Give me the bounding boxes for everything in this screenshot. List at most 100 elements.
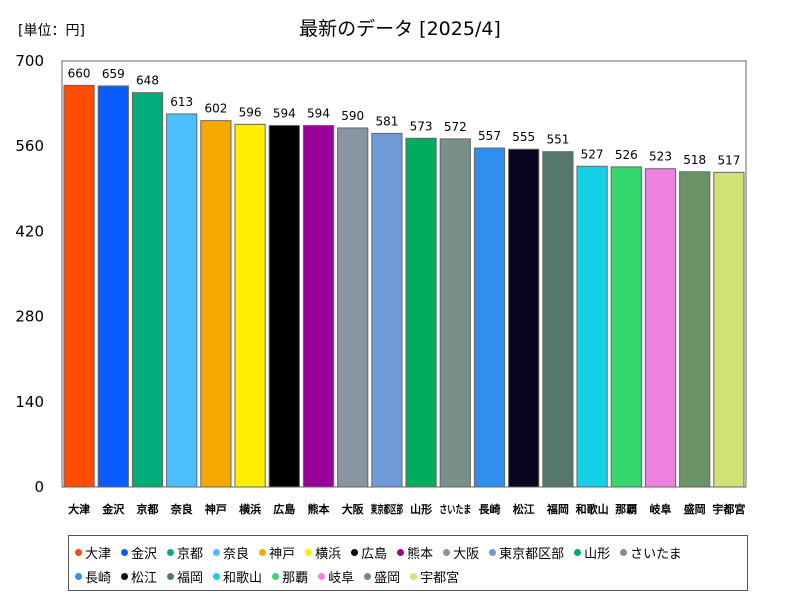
x-tick-label: 奈良 — [170, 502, 193, 516]
x-tick-label: 大阪 — [342, 502, 365, 516]
data-label: 648 — [136, 74, 159, 88]
y-tick-label: 560 — [15, 137, 44, 155]
legend-label: 熊本 — [407, 546, 434, 562]
legend-row: 大津 金沢 京都 奈良 神戸 横浜 広島 熊本 大阪 東京都区部 山形 さいたま — [75, 540, 741, 564]
bar — [405, 137, 437, 488]
data-label: 590 — [341, 109, 364, 123]
data-label: 660 — [68, 66, 91, 80]
legend-item: 和歌山 — [213, 567, 262, 586]
legend-label: さいたま — [630, 546, 682, 562]
bar — [268, 125, 300, 488]
bar — [439, 138, 471, 488]
y-tick-label: 280 — [15, 308, 44, 326]
bar — [644, 168, 677, 488]
data-label: 581 — [375, 114, 398, 128]
x-tick-label: 神戸 — [205, 502, 227, 516]
data-label: 594 — [307, 107, 330, 121]
x-tick-label: さいたま — [439, 503, 471, 516]
legend-item: 金沢 — [121, 543, 157, 562]
bar — [473, 147, 506, 488]
chart-title: 最新のデータ [2025/4] — [299, 18, 501, 40]
legend-item: 東京都区部 — [489, 543, 564, 562]
legend-marker — [364, 572, 372, 580]
data-label: 518 — [683, 153, 706, 167]
legend-label: 東京都区部 — [499, 546, 565, 562]
legend-label: 和歌山 — [223, 570, 263, 586]
legend-marker — [489, 548, 497, 556]
data-label: 551 — [546, 133, 569, 147]
legend-item: 京都 — [167, 543, 203, 562]
bar — [679, 171, 711, 488]
legend-label: 那覇 — [282, 570, 309, 586]
data-label: 517 — [717, 153, 740, 167]
legend-item: 盛岡 — [364, 567, 400, 586]
bar — [166, 113, 198, 488]
data-label: 596 — [239, 105, 262, 119]
legend-label: 盛岡 — [374, 570, 401, 586]
x-tick-label: 福岡 — [546, 502, 569, 516]
legend-marker — [75, 548, 82, 556]
x-tick-label: 盛岡 — [684, 502, 706, 516]
legend-label: 金沢 — [131, 546, 158, 562]
legend-marker — [574, 548, 582, 556]
y-tick-label: 0 — [34, 478, 44, 496]
legend-item: 福岡 — [167, 567, 203, 586]
data-label: 613 — [170, 95, 193, 109]
legend-marker — [167, 572, 175, 580]
x-tick-label: 熊本 — [308, 502, 330, 516]
bar — [97, 85, 129, 488]
x-tick-label: 山形 — [410, 502, 432, 516]
legend-marker — [410, 572, 418, 580]
data-label: 523 — [649, 150, 672, 164]
legend-item: 松江 — [121, 567, 157, 586]
bar — [508, 148, 540, 488]
legend-label: 奈良 — [223, 546, 250, 562]
legend-marker — [397, 548, 405, 556]
legend-label: 山形 — [584, 546, 611, 562]
data-label: 527 — [581, 147, 604, 161]
legend-label: 岐阜 — [328, 570, 355, 586]
legend-item: 岐阜 — [318, 567, 354, 586]
x-tick-label: 横浜 — [239, 502, 261, 516]
bar — [713, 171, 745, 488]
data-label: 573 — [410, 119, 433, 133]
legend-label: 神戸 — [269, 546, 296, 562]
legend-marker — [213, 572, 221, 580]
legend-marker — [305, 548, 313, 556]
bar — [542, 151, 574, 488]
legend-label: 京都 — [177, 546, 204, 562]
x-tick-label: 長崎 — [479, 502, 501, 516]
legend-item: 大津 — [75, 543, 111, 562]
y-tick-label: 700 — [15, 52, 44, 70]
x-tick-label: 東京都区部 — [371, 502, 403, 516]
y-tick-label: 420 — [15, 222, 44, 240]
legend-item: 大阪 — [443, 543, 479, 562]
legend-marker — [620, 548, 628, 556]
bar — [131, 92, 164, 488]
x-tick-label: 広島 — [273, 502, 295, 516]
legend-item: 広島 — [351, 543, 387, 562]
legend-label: 大津 — [85, 546, 112, 562]
legend-marker — [318, 572, 326, 580]
legend-marker — [121, 548, 129, 556]
legend-item: 神戸 — [259, 543, 295, 562]
legend-item: 宇都宮 — [410, 567, 459, 586]
legend-label: 広島 — [361, 546, 388, 562]
legend: 大津 金沢 京都 奈良 神戸 横浜 広島 熊本 大阪 東京都区部 山形 さいたま 長崎 松江 福岡 和歌山 那… — [68, 535, 748, 591]
x-tick-label: 大津 — [68, 502, 90, 516]
data-label: 594 — [273, 107, 296, 121]
bar — [371, 132, 403, 488]
legend-item: 熊本 — [397, 543, 433, 562]
unit-label: [単位：円] — [18, 23, 85, 39]
legend-label: 横浜 — [315, 546, 342, 562]
x-tick-label: 宇都宮 — [712, 502, 745, 516]
x-tick-label: 松江 — [513, 502, 535, 516]
legend-marker — [75, 572, 82, 580]
data-label: 572 — [444, 120, 467, 134]
bar — [610, 166, 642, 488]
legend-label: 大阪 — [453, 546, 480, 562]
legend-item: 横浜 — [305, 543, 341, 562]
legend-label: 松江 — [131, 570, 158, 586]
legend-marker — [272, 572, 280, 580]
legend-item: 奈良 — [213, 543, 249, 562]
